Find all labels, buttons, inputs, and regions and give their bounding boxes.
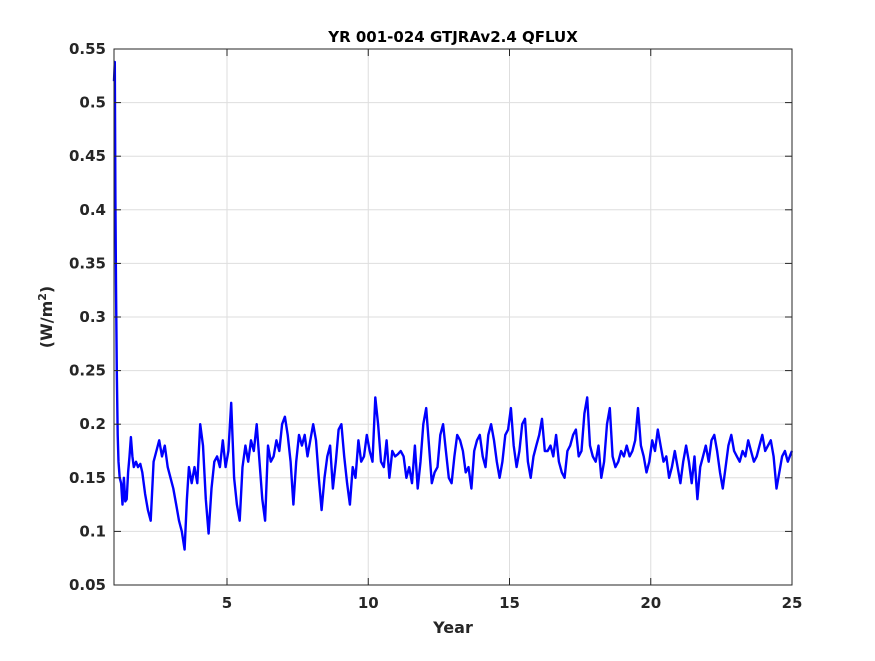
y-tick-label: 0.1 [79, 522, 106, 540]
y-tick-label: 0.25 [69, 362, 106, 380]
x-tick-labels: 5 10 15 20 25 [222, 594, 803, 612]
y-tick-label: 0.05 [69, 576, 106, 594]
y-axis-label-superscript: 2 [36, 293, 49, 301]
series-layer [112, 60, 794, 551]
x-tick-label: 15 [499, 594, 520, 612]
x-tick-label: 5 [222, 594, 232, 612]
series-line [112, 60, 794, 551]
x-tick-label: 10 [358, 594, 379, 612]
y-tick-label: 0.35 [69, 254, 106, 272]
y-tick-label: 0.2 [79, 415, 106, 433]
y-axis-label: (W/m2) [36, 286, 57, 348]
ticks [114, 48, 793, 586]
x-tick-label: 20 [640, 594, 661, 612]
y-tick-label: 0.4 [79, 201, 106, 219]
x-tick-label: 25 [782, 594, 803, 612]
chart-title: YR 001-024 GTJRAv2.4 QFLUX [327, 28, 578, 46]
y-tick-label: 0.3 [79, 308, 106, 326]
y-tick-label: 0.5 [79, 94, 106, 112]
y-axis-label-text: (W/m [37, 301, 56, 348]
x-axis-label: Year [432, 618, 473, 637]
y-tick-label: 0.55 [69, 40, 106, 58]
y-tick-label: 0.45 [69, 147, 106, 165]
y-tick-labels: 0.05 0.1 0.15 0.2 0.25 0.3 0.35 0.4 0.45 0.5 0.55 [69, 40, 106, 594]
y-tick-label: 0.15 [69, 469, 106, 487]
y-axis-label-close: ) [37, 286, 56, 293]
